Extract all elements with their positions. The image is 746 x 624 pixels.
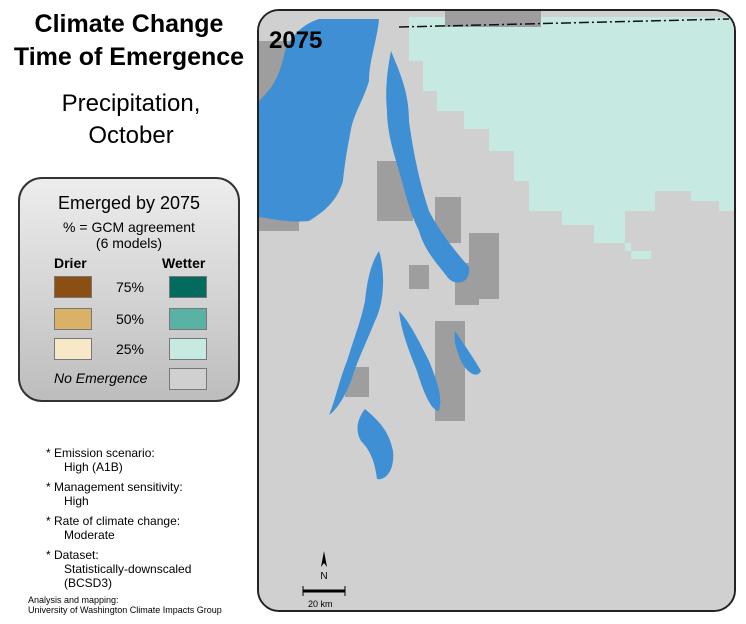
legend-wetter-header: Wetter (162, 255, 206, 271)
title-line-1: Climate Change (34, 10, 224, 38)
subtitle-line-2: October (88, 122, 174, 149)
swatch-drier-75 (54, 276, 92, 298)
map-year-label: 2075 (269, 27, 323, 54)
water-bodies (259, 19, 481, 480)
swatch-wetter-25 (169, 338, 207, 360)
note-management-label: * Management sensitivity: (46, 480, 183, 494)
swatch-no-emergence (169, 368, 207, 390)
note-emission: * Emission scenario: High (A1B) (46, 446, 191, 474)
scenario-notes: * Emission scenario: High (A1B) * Manage… (46, 446, 191, 596)
note-dataset-value-1: Statistically-downscaled (64, 562, 192, 576)
scale-label: 20 km (308, 599, 333, 609)
map-subtitle: Precipitation, October (0, 88, 262, 152)
legend-pct-75: 75% (115, 279, 145, 295)
subtitle-line-1: Precipitation, (61, 90, 201, 117)
map-title: Climate Change Time of Emergence (0, 8, 258, 74)
note-emission-label: * Emission scenario: (46, 446, 155, 460)
note-dataset-label: * Dataset: (46, 548, 99, 562)
legend-drier-header: Drier (54, 255, 87, 271)
note-dataset: * Dataset: Statistically-downscaled (BCS… (46, 548, 191, 590)
note-rate-value: Moderate (64, 528, 115, 542)
north-label: N (320, 571, 328, 582)
note-management-value: High (64, 494, 89, 508)
note-dataset-value-2: (BCSD3) (64, 576, 113, 590)
north-arrow-icon (321, 551, 327, 567)
note-management: * Management sensitivity: High (46, 480, 191, 508)
swatch-drier-50 (54, 308, 92, 330)
note-emission-value: High (A1B) (64, 460, 123, 474)
credit-line-2: University of Washington Climate Impacts… (28, 605, 222, 615)
legend-subtitle-line-1: % = GCM agreement (63, 219, 195, 235)
wetter-25-region (409, 17, 734, 259)
title-line-2: Time of Emergence (13, 43, 245, 71)
note-rate-label: * Rate of climate change: (46, 514, 181, 528)
legend-title: Emerged by 2075 (57, 193, 201, 213)
legend-pct-25: 25% (115, 341, 145, 357)
legend-subtitle-line-2: (6 models) (95, 235, 163, 251)
note-rate: * Rate of climate change: Moderate (46, 514, 191, 542)
legend-box: Emerged by 2075 % = GCM agreement (6 mod… (18, 177, 240, 402)
credit-text: Analysis and mapping: University of Wash… (28, 595, 222, 615)
map-boundary-line (398, 18, 730, 28)
legend-pct-50: 50% (115, 311, 145, 327)
swatch-drier-25 (54, 338, 92, 360)
map-panel: 2075 N 20 km (257, 9, 736, 612)
legend-no-emergence-label: No Emergence (54, 370, 148, 386)
swatch-wetter-50 (169, 308, 207, 330)
credit-line-1: Analysis and mapping: (28, 595, 119, 605)
map-graphic (259, 11, 734, 610)
legend-subtitle: % = GCM agreement (6 models) (20, 219, 238, 251)
swatch-wetter-75 (169, 276, 207, 298)
scale-bar (302, 586, 346, 596)
